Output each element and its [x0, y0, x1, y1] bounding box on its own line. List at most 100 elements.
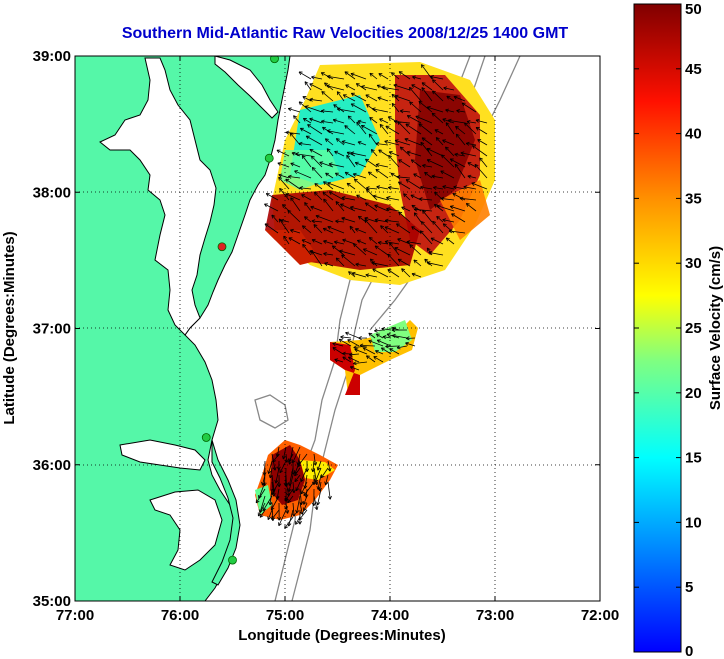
- velocity-arrowhead: [434, 204, 437, 208]
- velocity-arrowhead: [410, 194, 414, 199]
- velocity-arrowhead: [354, 348, 358, 353]
- velocity-arrow: [344, 171, 356, 179]
- velocity-arrowhead: [336, 108, 341, 112]
- velocity-arrowhead: [332, 342, 337, 344]
- velocity-arrow: [386, 208, 400, 212]
- velocity-arrow: [446, 95, 455, 102]
- velocity-arrow: [332, 347, 344, 355]
- velocity-arrowhead: [311, 468, 314, 472]
- velocity-arrowhead: [297, 520, 301, 525]
- velocity-arrowhead: [436, 137, 440, 139]
- velocity-arrowhead: [310, 155, 313, 160]
- velocity-arrowhead: [387, 253, 392, 256]
- velocity-arrow: [353, 173, 367, 179]
- velocity-arrow: [282, 204, 290, 212]
- velocity-arrow: [421, 82, 433, 91]
- velocity-arrowhead: [394, 94, 399, 97]
- velocity-arrow: [283, 235, 290, 245]
- velocity-arrowhead: [386, 196, 390, 199]
- velocity-arrowhead: [288, 107, 292, 109]
- velocity-arrow: [284, 516, 294, 529]
- velocity-arrow: [334, 241, 345, 245]
- velocity-arrowhead: [411, 205, 414, 209]
- velocity-arrow: [412, 76, 422, 80]
- velocity-arrow: [340, 336, 352, 339]
- velocity-arrowhead: [302, 243, 307, 247]
- velocity-arrowhead: [305, 105, 309, 107]
- velocity-arrow: [472, 145, 488, 157]
- velocity-arrowhead: [364, 216, 369, 219]
- velocity-arrow: [311, 250, 323, 267]
- velocity-arrow: [302, 244, 312, 256]
- velocity-arrowhead: [342, 94, 346, 98]
- velocity-arrow: [372, 195, 389, 201]
- velocity-arrow: [379, 124, 389, 135]
- velocity-arrowhead: [375, 163, 380, 165]
- colorbar-label: Surface Velocity (cm/s): [707, 246, 724, 410]
- velocity-arrow: [300, 467, 308, 482]
- velocity-arrow: [302, 96, 312, 102]
- velocity-arrowhead: [413, 207, 418, 210]
- velocity-arrow: [279, 460, 287, 473]
- velocity-arrow: [419, 230, 433, 245]
- velocity-arrow: [357, 239, 367, 245]
- station-markers: [201, 56, 279, 565]
- velocity-arrowhead: [299, 128, 303, 132]
- velocity-arrowhead: [391, 328, 396, 331]
- velocity-arrow: [454, 163, 466, 179]
- velocity-arrow: [355, 162, 367, 168]
- velocity-arrowhead: [405, 342, 409, 346]
- velocity-arrowhead: [312, 167, 316, 169]
- x-tick-label: 76:00: [161, 607, 199, 624]
- velocity-arrowhead: [377, 242, 382, 245]
- velocity-arrow: [356, 194, 367, 201]
- velocity-arrowhead: [450, 205, 454, 207]
- velocity-arrowhead: [285, 178, 288, 183]
- velocity-arrow: [311, 239, 323, 245]
- velocity-arrowhead: [432, 79, 436, 81]
- velocity-arrowhead: [288, 459, 293, 462]
- velocity-arrowhead: [361, 125, 364, 129]
- velocity-arrow: [347, 339, 360, 347]
- velocity-arrowhead: [418, 123, 423, 125]
- velocity-arrow: [319, 161, 334, 168]
- velocity-arrow: [299, 488, 302, 505]
- velocity-arrowhead: [449, 206, 453, 210]
- velocity-arrowhead: [442, 185, 447, 187]
- velocity-arrowhead: [326, 148, 331, 151]
- velocity-arrow: [289, 132, 301, 146]
- velocity-arrow: [317, 460, 322, 471]
- velocity-arrow: [310, 206, 323, 212]
- velocity-arrowhead: [393, 84, 397, 88]
- velocity-arrowhead: [279, 188, 281, 192]
- velocity-arrow: [278, 218, 290, 234]
- velocity-arrowhead: [332, 245, 336, 247]
- velocity-arrowhead: [398, 211, 403, 214]
- velocity-arrow: [378, 73, 389, 80]
- velocity-arrowhead: [350, 151, 355, 154]
- velocity-arrow: [322, 192, 334, 201]
- velocity-arrowhead: [367, 171, 371, 176]
- velocity-arrowhead: [433, 187, 437, 190]
- velocity-arrow: [434, 129, 444, 135]
- albemarle-sound: [119, 439, 206, 471]
- velocity-arrow: [397, 238, 411, 245]
- velocity-arrowhead: [454, 153, 458, 157]
- velocity-arrow: [388, 155, 400, 168]
- velocity-arrowhead: [412, 75, 416, 78]
- velocity-arrowhead: [314, 191, 318, 194]
- velocity-arrowhead: [406, 241, 410, 245]
- velocity-arrowhead: [385, 125, 389, 130]
- velocity-arrow: [259, 509, 266, 518]
- velocity-arrowhead: [394, 121, 398, 124]
- velocity-arrow: [445, 109, 455, 113]
- velocity-arrowhead: [262, 508, 267, 511]
- velocity-arrowhead: [271, 507, 275, 511]
- velocity-arrowhead: [316, 481, 319, 485]
- velocity-arrowhead: [466, 203, 470, 205]
- velocity-arrowhead: [288, 174, 292, 177]
- velocity-arrow: [294, 170, 312, 179]
- velocity-arrowhead: [329, 467, 332, 472]
- velocity-arrow: [365, 202, 378, 212]
